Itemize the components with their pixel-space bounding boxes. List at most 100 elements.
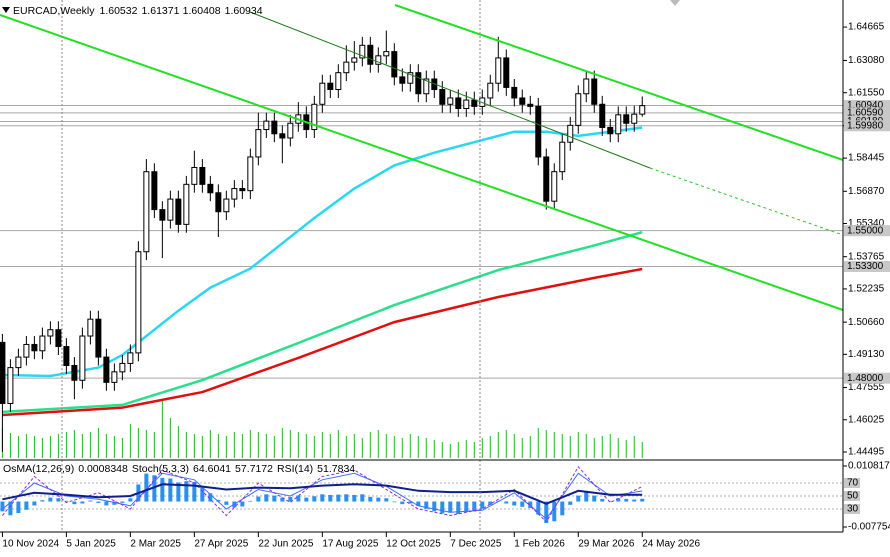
y-tick-label: 1.55340 [848, 218, 885, 229]
level-label: 1.55000 [847, 225, 884, 236]
candle-body [439, 89, 446, 105]
candle-body [503, 57, 510, 88]
osma-bar [584, 491, 589, 502]
osma-bar [512, 501, 517, 506]
osma-bar [24, 501, 29, 510]
stoch-label: Stoch(5,3,3) [132, 463, 189, 475]
osma-bar [160, 477, 165, 502]
osma-bar [240, 501, 245, 507]
menu-arrow[interactable] [2, 7, 10, 13]
osma-bar [568, 501, 573, 505]
candle-body [335, 72, 342, 91]
osma-bar [192, 481, 197, 502]
osma-bar [0, 501, 5, 512]
candle-body [583, 78, 590, 95]
osma-value: 0.0008348 [78, 463, 128, 475]
level-label: 1.53300 [847, 261, 884, 272]
y-tick-label: 1.47555 [848, 382, 885, 393]
osma-bar [272, 495, 277, 502]
osma-bar [608, 500, 613, 502]
x-tick-label: 17 Aug 2025 [322, 539, 379, 550]
candle-body [207, 183, 214, 194]
osma-bar [112, 501, 117, 505]
moving-average [2, 230, 643, 414]
candle-body [119, 362, 126, 373]
osma-bar [520, 501, 525, 507]
osma-bar [216, 499, 221, 502]
osma-label: OsMA(12,26,9) [3, 463, 74, 475]
osma-bar [304, 497, 309, 502]
candle-body [327, 82, 334, 91]
stoch-signal-value: 57.7172 [235, 463, 273, 475]
candle-body [31, 343, 38, 352]
level-label: 1.60590 [847, 108, 884, 119]
candle-body [615, 114, 622, 135]
osma-bar [208, 493, 213, 502]
osma-bar [88, 500, 93, 502]
level-label: 1.48000 [847, 373, 884, 384]
osc-tick-label: -0.007754 [848, 522, 890, 533]
osma-bar [256, 496, 261, 502]
osma-bar [464, 501, 469, 513]
candle-body [423, 78, 430, 95]
osma-bar [456, 501, 461, 515]
candle-body [495, 57, 502, 84]
candle-body [167, 198, 174, 221]
candle-body [231, 188, 238, 200]
level-label-bg [844, 107, 890, 119]
osma-bar [104, 501, 109, 506]
candle-body [199, 166, 206, 185]
rsi-line [2, 483, 643, 505]
stoch-main-line [2, 465, 643, 523]
osma-bar [288, 496, 293, 502]
osma-bar [8, 501, 13, 516]
candle-body [463, 99, 470, 109]
osc-level-bg [844, 504, 860, 514]
osc-level-label: 50 [847, 491, 859, 502]
osma-bar [48, 497, 53, 502]
osma-bar [328, 494, 333, 502]
candle-body [103, 356, 110, 383]
osma-bar [80, 501, 85, 504]
chart-header: EURCAD,Weekly 1.60532 1.61371 1.60408 1.6093… [13, 5, 263, 17]
candle-body [79, 335, 86, 381]
osma-bar [184, 481, 189, 502]
osma-bar [424, 501, 429, 509]
osma-bar [600, 498, 605, 502]
candle-body [111, 371, 118, 383]
osma-bar [640, 498, 645, 502]
osma-bar [576, 495, 581, 502]
candle-body [455, 97, 462, 109]
y-tick-label: 1.53765 [848, 251, 885, 262]
candle-body [319, 82, 326, 105]
osma-bar [592, 495, 597, 502]
low-price: 1.60408 [183, 5, 221, 17]
osma-bar [552, 501, 557, 522]
osma-bar [56, 498, 61, 502]
close-price: 1.60934 [225, 5, 263, 17]
candle-body [383, 51, 390, 57]
osma-bar [128, 498, 133, 502]
candle-body [399, 76, 406, 84]
trend-line [0, 14, 844, 311]
candle-body [415, 72, 422, 95]
trend-line [394, 4, 844, 161]
osma-bar [528, 501, 533, 509]
candle-body [87, 318, 94, 337]
osma-bar [40, 500, 45, 502]
osma-bar [176, 482, 181, 502]
level-label-bg [844, 100, 890, 112]
osma-bar [200, 486, 205, 502]
candle-body [215, 192, 222, 213]
osma-bar [336, 494, 341, 502]
candle-body [543, 156, 550, 202]
osma-bar [448, 501, 453, 513]
candle-body [343, 61, 350, 74]
osma-bar [264, 494, 269, 502]
osc-level-label: 30 [847, 504, 859, 515]
level-label-bg [844, 120, 890, 132]
candle-body [71, 365, 78, 381]
candle-body [359, 44, 366, 59]
